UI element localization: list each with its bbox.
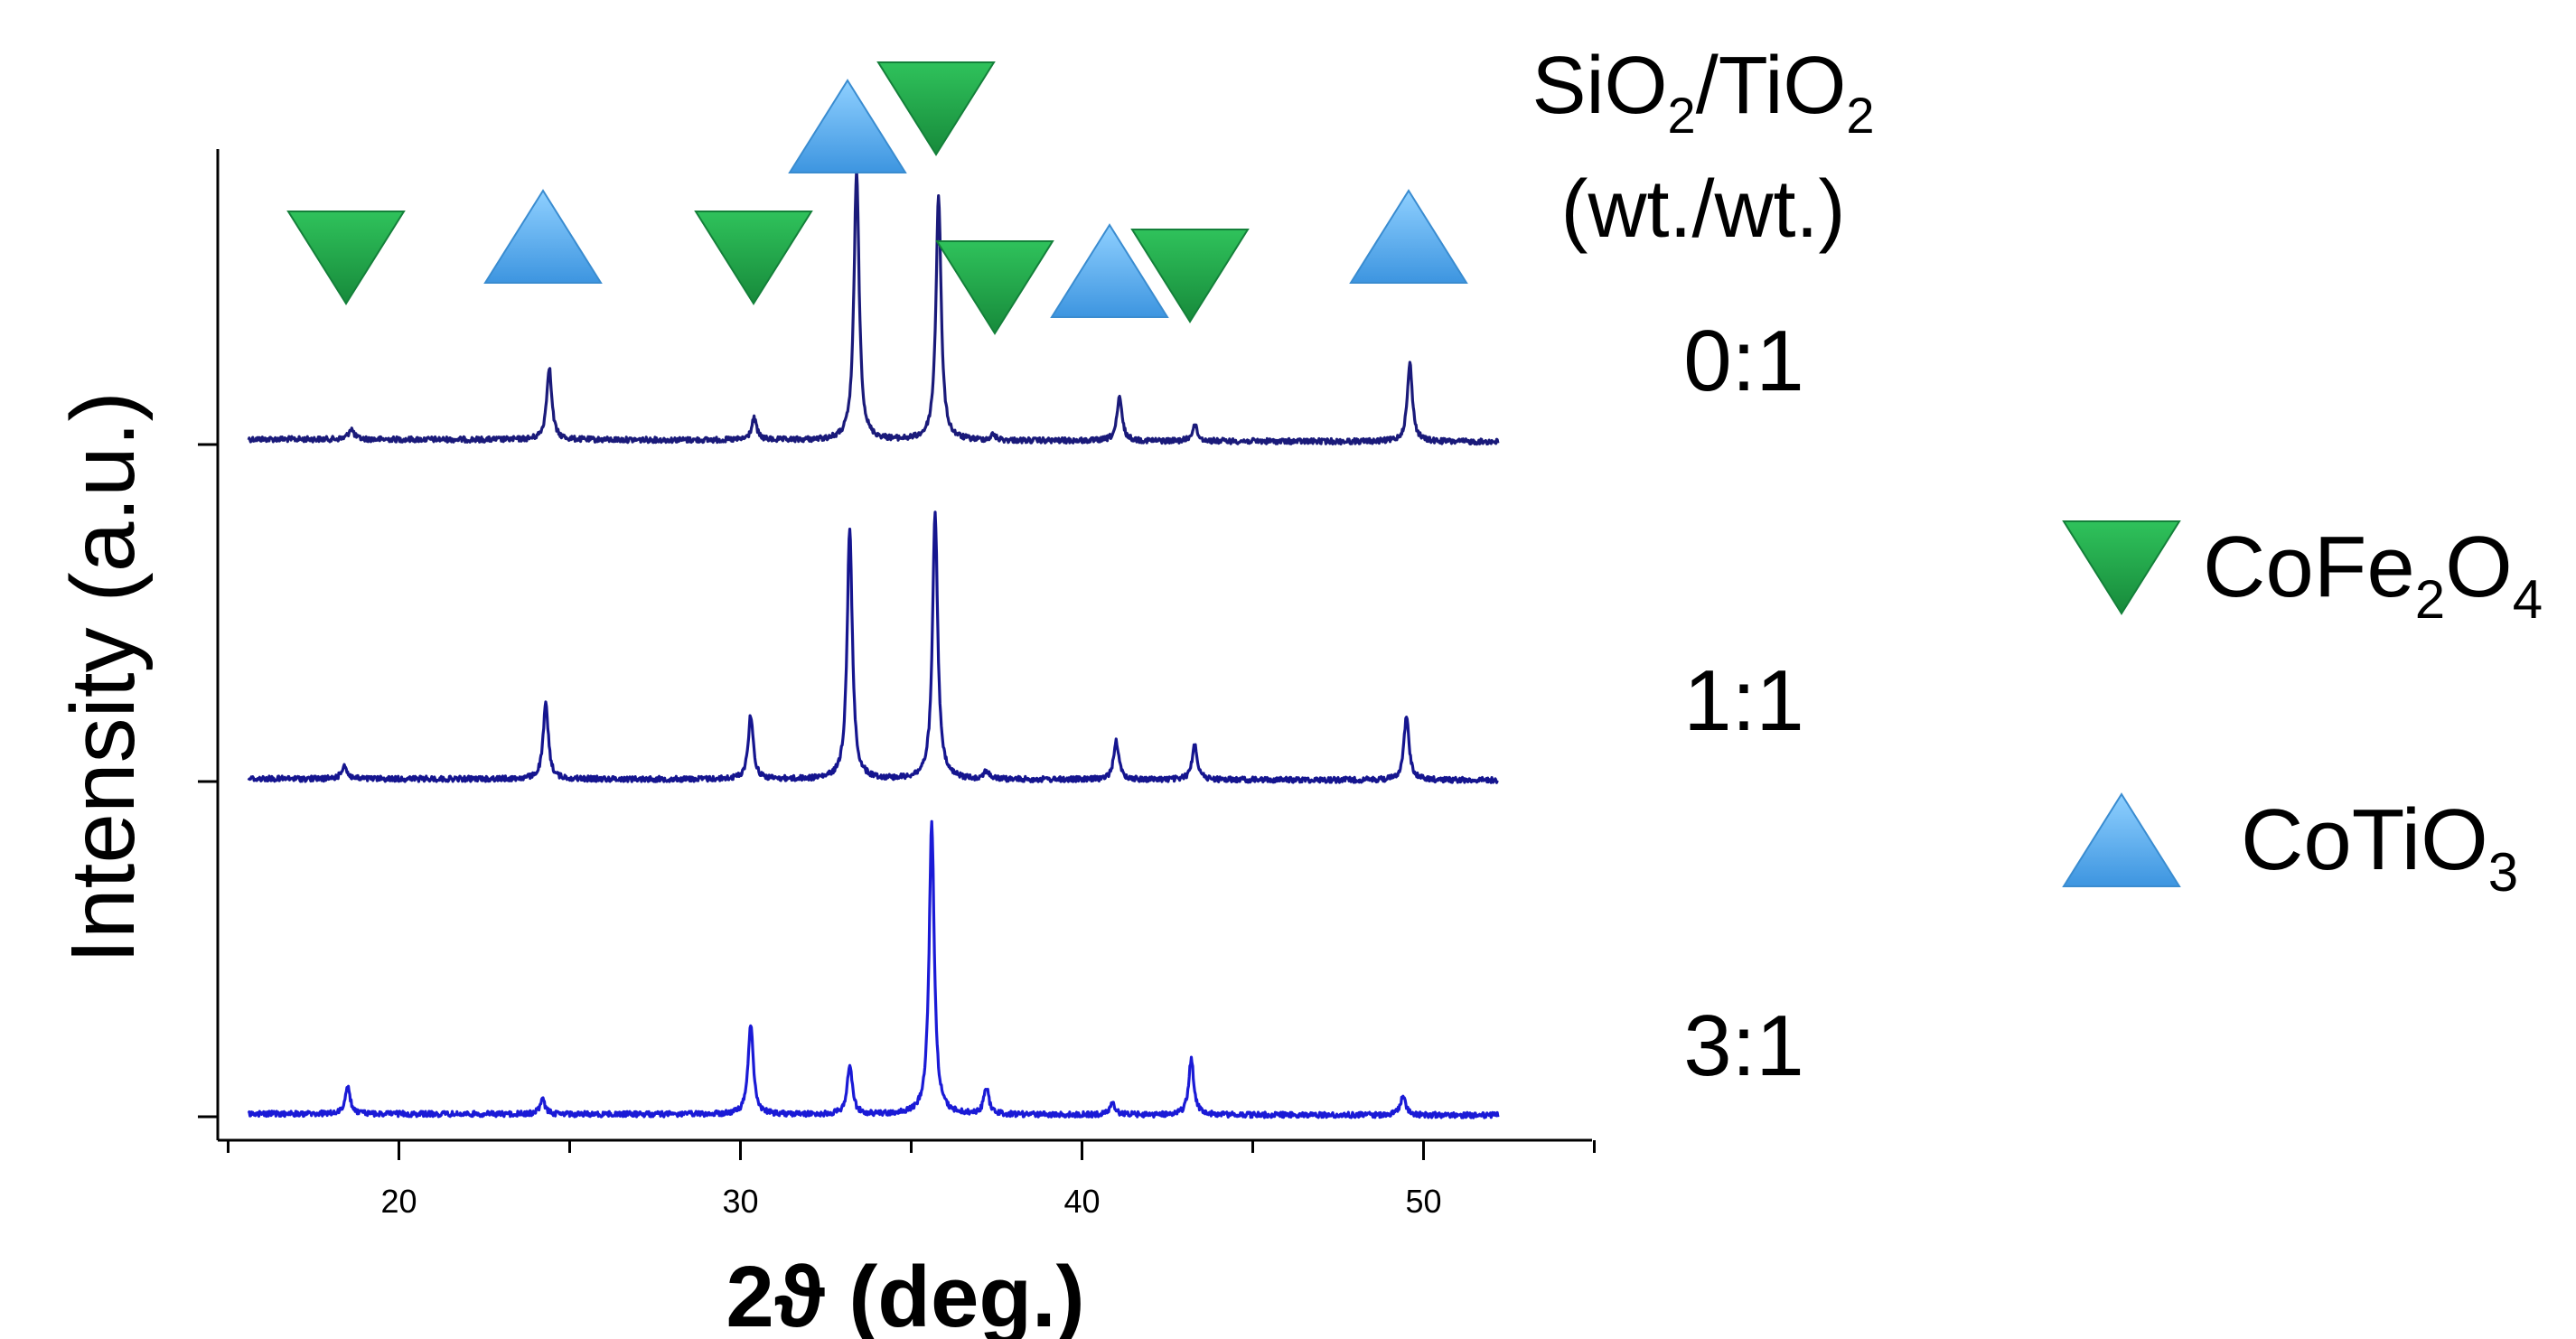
y-ticks xyxy=(198,443,218,1119)
cotio3-legend-symbol xyxy=(2062,792,2181,887)
phase-markers xyxy=(286,61,1468,335)
legend-header-units: (wt./wt.) xyxy=(1561,164,1846,255)
legend-label: CoFe2O4 xyxy=(2203,519,2543,630)
cofe2o4-marker xyxy=(286,211,406,305)
legend-header-ratio: SiO2/TiO2 xyxy=(1532,41,1875,144)
cofe2o4-legend-symbol xyxy=(2062,520,2181,615)
cotio3-marker xyxy=(1050,223,1169,318)
legend: CoFe2O4 CoTiO3 xyxy=(2062,519,2543,903)
series-labels: 0:1 1:1 3:1 xyxy=(1683,313,1803,1094)
series-label: 0:1 xyxy=(1683,313,1803,409)
x-ticks: 20 30 40 50 xyxy=(227,1140,1596,1220)
cotio3-marker xyxy=(788,79,907,173)
x-tick-label: 30 xyxy=(722,1183,758,1220)
series-label: 3:1 xyxy=(1683,997,1803,1094)
y-axis-title: Intensity (a.u.) xyxy=(52,391,154,964)
xrd-trace-1 xyxy=(247,167,1500,446)
x-tick-label: 20 xyxy=(380,1183,417,1220)
cotio3-marker xyxy=(1349,189,1468,284)
series-layer xyxy=(247,167,1500,1119)
cofe2o4-marker xyxy=(1130,229,1250,323)
cofe2o4-marker xyxy=(876,61,996,156)
x-axis-title: 2ϑ (deg.) xyxy=(726,1249,1084,1339)
x-tick-label: 40 xyxy=(1063,1183,1100,1220)
series-label: 1:1 xyxy=(1683,652,1803,749)
legend-header: SiO2/TiO2 (wt./wt.) xyxy=(1532,41,1875,255)
plot-area: 20 30 40 50 xyxy=(198,61,1596,1220)
cofe2o4-marker xyxy=(935,240,1054,335)
xrd-trace-3 xyxy=(247,819,1500,1119)
cotio3-marker xyxy=(483,189,603,284)
cofe2o4-marker xyxy=(694,211,813,305)
legend-label: CoTiO3 xyxy=(2241,791,2518,903)
x-tick-label: 50 xyxy=(1405,1183,1441,1220)
xrd-trace-2 xyxy=(247,510,1499,784)
